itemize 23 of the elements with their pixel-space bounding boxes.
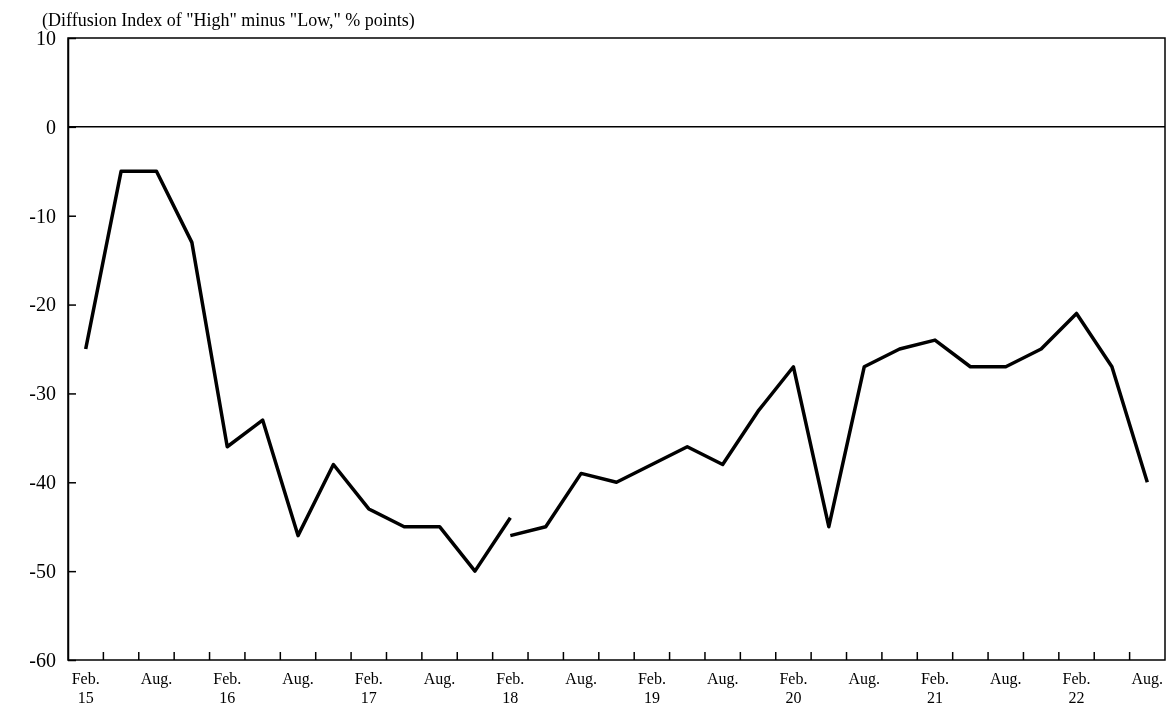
x-tick-label: Aug. bbox=[848, 670, 880, 688]
x-tick-label: Aug. bbox=[565, 670, 597, 688]
x-tick-label: Aug. bbox=[140, 670, 173, 688]
x-tick-label: Feb. 15 bbox=[71, 670, 100, 706]
x-tick-label: Feb. 16 bbox=[213, 670, 242, 706]
x-tick-label: Feb. 19 bbox=[637, 670, 666, 706]
x-tick-label: Feb. 20 bbox=[779, 670, 808, 706]
x-tick-label: Feb. 22 bbox=[1062, 670, 1091, 706]
x-tick-label: Feb. 21 bbox=[920, 670, 949, 706]
x-tick-label: Feb. 17 bbox=[354, 670, 383, 706]
y-tick-label: 0 bbox=[46, 115, 56, 138]
x-tick-label: Aug. bbox=[989, 670, 1022, 688]
x-tick-label: Aug. bbox=[282, 670, 314, 688]
y-tick-label: -30 bbox=[29, 382, 56, 405]
y-tick-label: -60 bbox=[29, 648, 56, 671]
x-tick-label: Aug. bbox=[1131, 670, 1164, 688]
y-tick-label: -50 bbox=[29, 560, 56, 583]
y-tick-label: -40 bbox=[29, 471, 56, 494]
y-tick-label: -10 bbox=[29, 204, 56, 227]
x-tick-label: Aug. bbox=[423, 670, 456, 688]
x-tick-label: Feb. 18 bbox=[496, 670, 525, 706]
y-tick-label: -20 bbox=[29, 293, 56, 316]
x-tick-label: Aug. bbox=[706, 670, 739, 688]
